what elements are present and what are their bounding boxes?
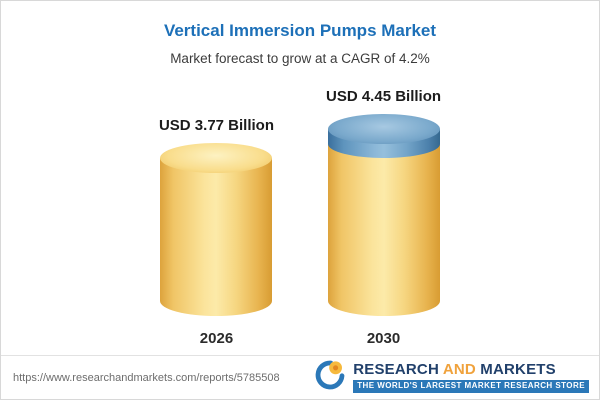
- logo-tagline: THE WORLD'S LARGEST MARKET RESEARCH STOR…: [353, 380, 589, 393]
- logo-word-markets: MARKETS: [480, 361, 556, 379]
- researchandmarkets-logo: RESEARCH AND MARKETS THE WORLD'S LARGEST…: [314, 359, 589, 396]
- cylinder-wrap-2026: [160, 142, 273, 316]
- year-label-2030: 2030: [366, 330, 401, 347]
- cylinder-bar-2030: [327, 114, 440, 316]
- bar-group-2030: USD 4.45 Billion 2030: [326, 88, 441, 347]
- growth-cap-2030: [327, 114, 440, 158]
- value-label-2030: USD 4.45 Billion: [326, 88, 442, 105]
- chart-title: Vertical Immersion Pumps Market: [163, 21, 437, 40]
- cylinder-top-ellipse-2026: [160, 143, 273, 173]
- bar-group-2026: USD 3.77 Billion 2026: [159, 117, 274, 347]
- value-label-2026: USD 3.77 Billion: [158, 117, 274, 134]
- cylinder-wrap-2030: [327, 113, 440, 316]
- logo-wordmark: RESEARCH AND MARKETS: [353, 362, 556, 377]
- logo-word-research: RESEARCH: [353, 361, 439, 379]
- researchandmarkets-logo-icon: [314, 359, 346, 396]
- cylinder-bar-2026: [160, 143, 273, 316]
- chart-area: USD 3.77 Billion 2026 USD 4.45 Billion 2…: [1, 88, 599, 347]
- year-label-2026: 2026: [199, 330, 234, 347]
- logo-text-block: RESEARCH AND MARKETS THE WORLD'S LARGEST…: [353, 362, 589, 393]
- growth-cap-top-ellipse-2030: [327, 114, 440, 144]
- footer: https://www.researchandmarkets.com/repor…: [1, 355, 599, 399]
- report-url: https://www.researchandmarkets.com/repor…: [13, 371, 280, 384]
- chart-subtitle: Market forecast to grow at a CAGR of 4.2…: [170, 51, 430, 66]
- logo-word-and: AND: [442, 361, 476, 379]
